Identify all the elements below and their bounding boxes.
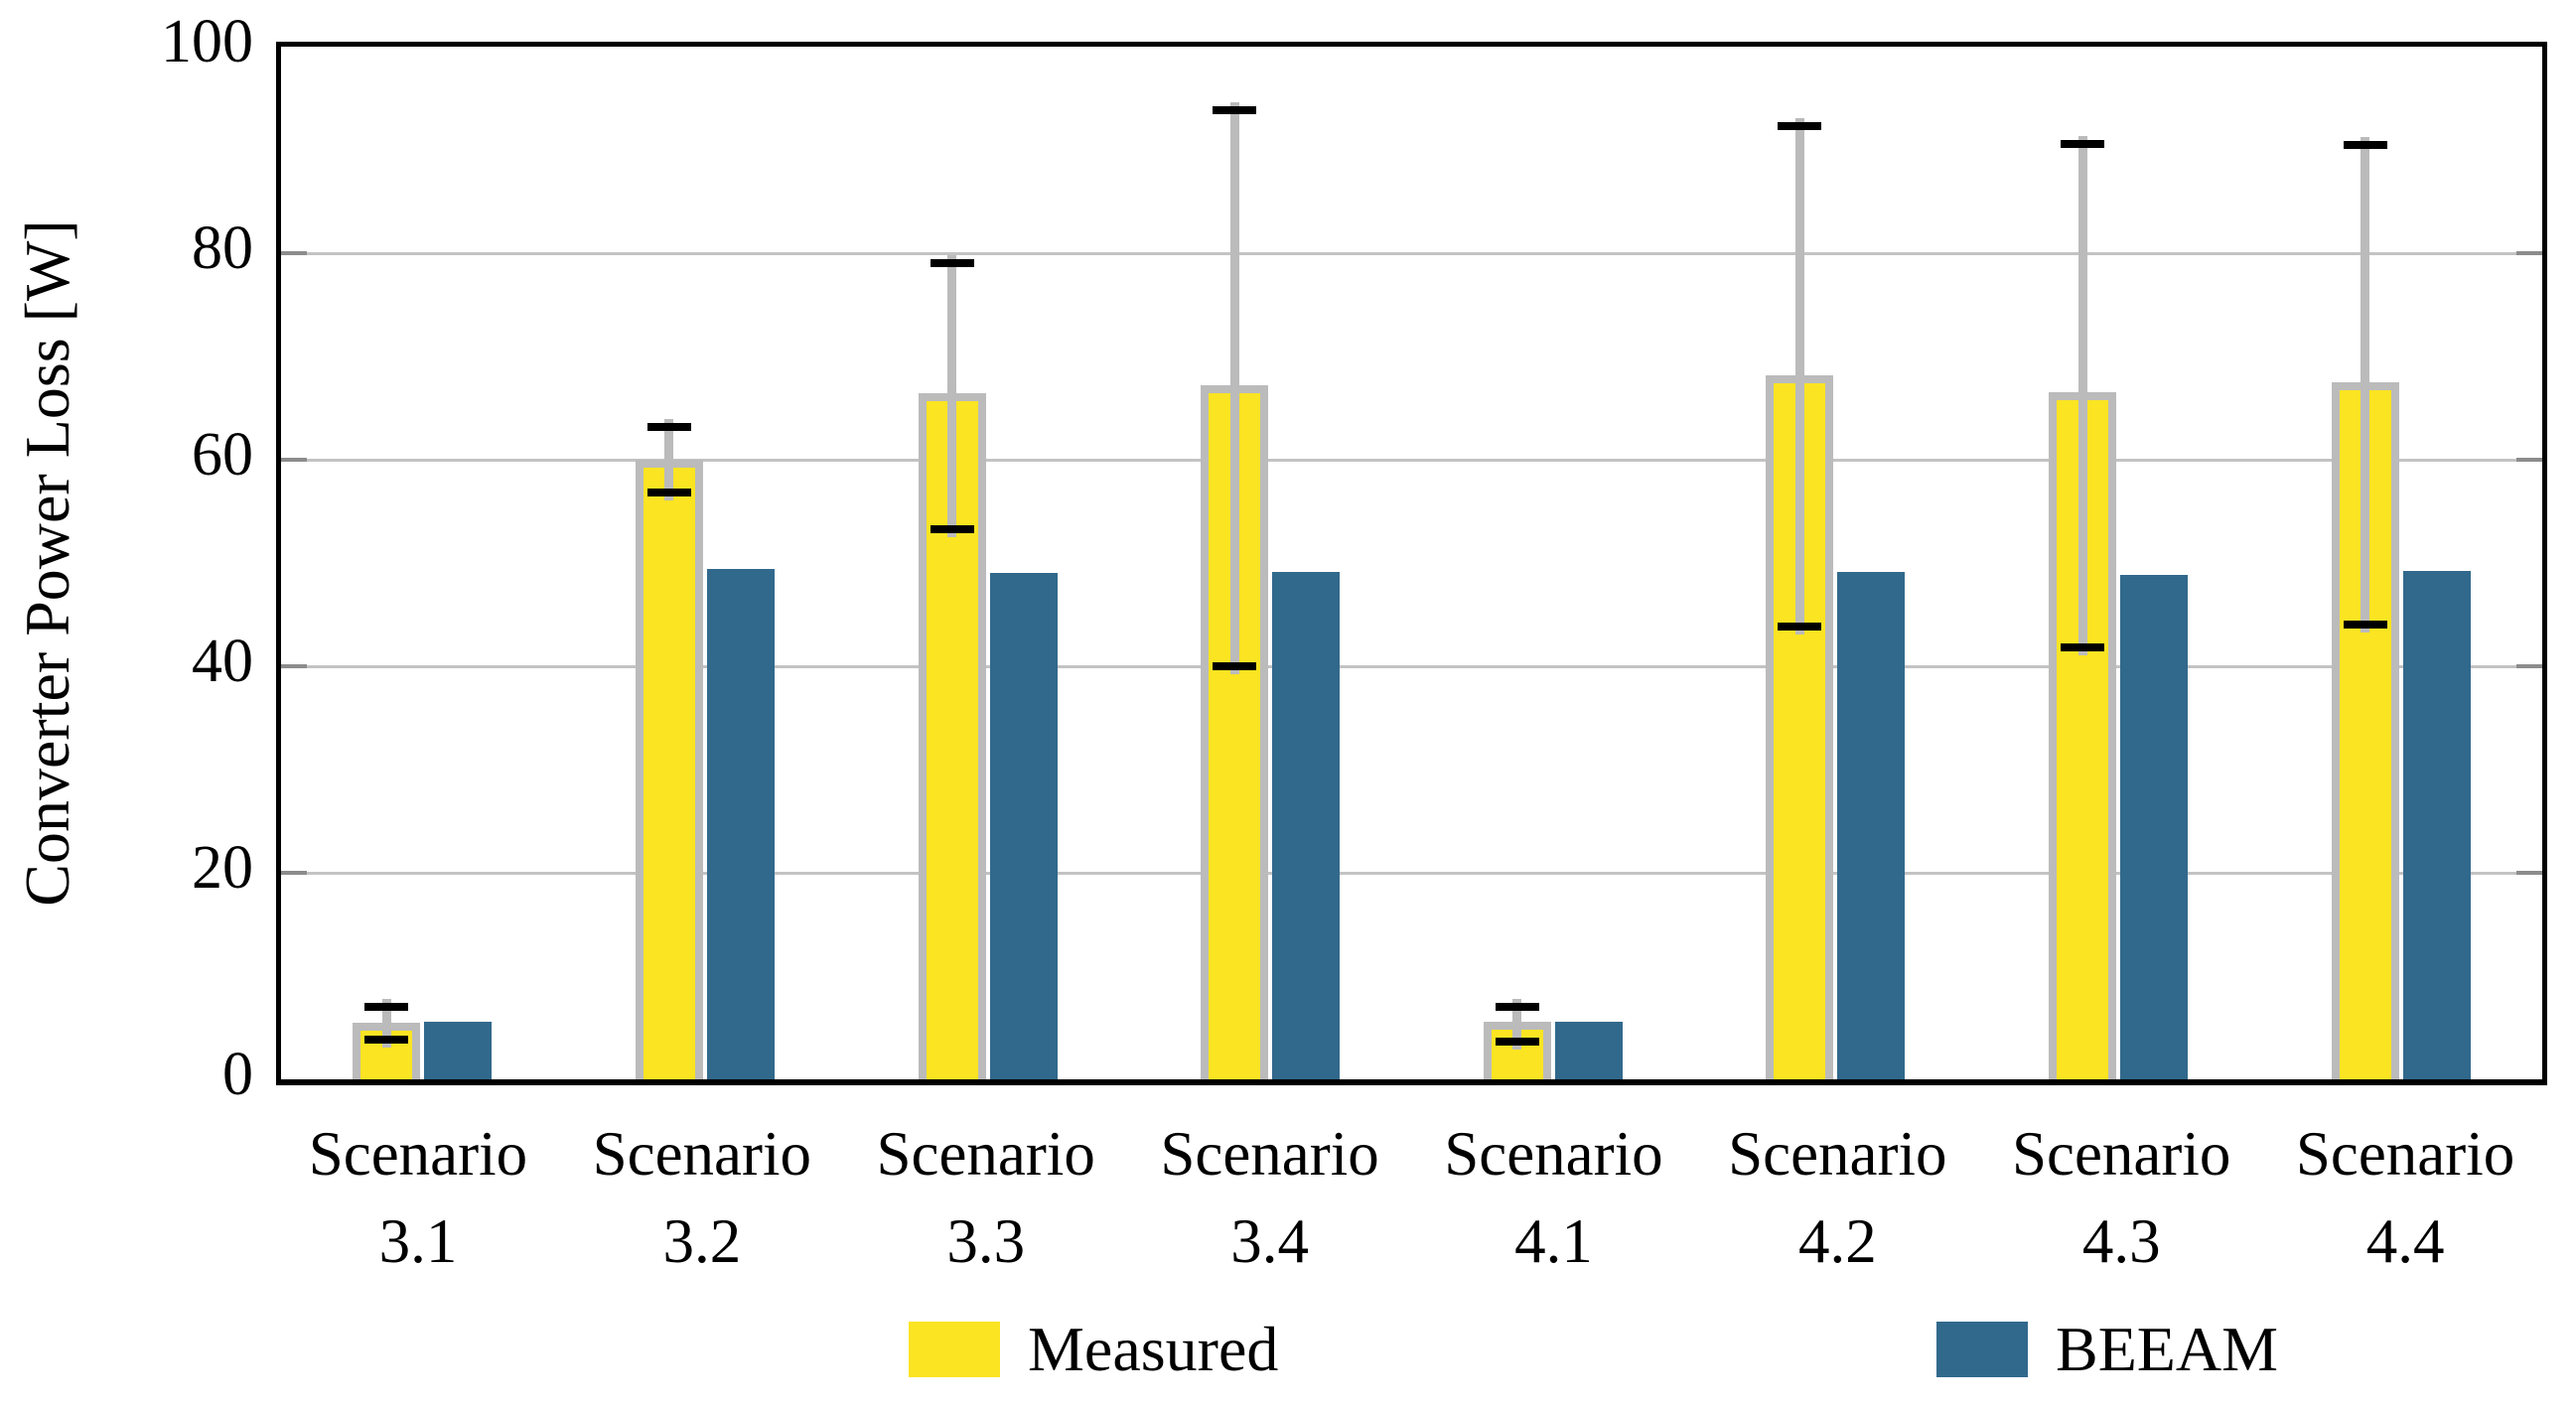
x-axis-category-label-1: Scenario 3.1 [276,1110,560,1285]
x-label-line1: Scenario [308,1119,528,1189]
x-label-line2: 3.3 [946,1206,1026,1276]
x-label-line1: Scenario [2295,1119,2515,1189]
x-label-line2: 4.4 [2365,1206,2445,1276]
y-tick-mark-right-80 [2516,251,2542,255]
x-label-line2: 3.4 [1230,1206,1309,1276]
x-label-line2: 4.1 [1514,1206,1593,1276]
error-bar-whisker-4 [1229,102,1239,674]
bar-measured-7 [2049,392,2117,1079]
legend-beeam-swatch [1936,1322,2028,1377]
bar-beeam-1 [424,1021,493,1079]
error-bar-cap-high-6 [1778,122,1822,131]
legend-item-measured: Measured [909,1314,1278,1384]
legend-beeam-label: BEEAM [2056,1314,2278,1384]
error-bar-whisker-8 [2361,136,2370,634]
y-axis-tick-label-80: 80 [192,214,253,282]
legend-measured-swatch [909,1322,1000,1377]
y-axis-tick-label-40: 40 [192,628,253,695]
y-tick-mark-left-80 [281,251,307,255]
error-bar-cap-low-4 [1213,662,1257,670]
y-axis-tick-label-0: 0 [222,1041,253,1108]
error-bar-cap-low-2 [646,489,691,497]
y-tick-mark-left-40 [281,664,307,668]
x-label-line1: Scenario [1728,1119,1947,1189]
error-bar-cap-high-7 [2061,139,2105,148]
x-label-line2: 4.3 [2081,1206,2161,1276]
error-bar-cap-low-5 [1495,1037,1539,1046]
error-bar-cap-low-8 [2343,621,2387,630]
x-label-line1: Scenario [876,1119,1095,1189]
bar-measured-2 [635,460,703,1079]
error-bar-cap-high-5 [1495,1003,1539,1012]
y-tick-mark-right-20 [2516,871,2542,875]
x-label-line1: Scenario [592,1119,812,1189]
bar-beeam-6 [1837,572,1906,1079]
x-axis-category-label-6: Scenario 4.2 [1695,1110,1979,1285]
error-bar-whisker-3 [947,255,957,537]
x-axis-category-label-7: Scenario 4.3 [1979,1110,2263,1285]
error-bar-cap-low-1 [364,1036,409,1045]
x-axis-category-label-4: Scenario 3.4 [1128,1110,1412,1285]
error-bar-cap-high-1 [364,1003,409,1012]
y-tick-mark-right-60 [2516,458,2542,462]
error-bar-whisker-5 [1512,999,1522,1050]
y-axis-title: Converter Power Loss [W] [12,219,82,907]
x-label-line1: Scenario [1160,1119,1379,1189]
x-axis-category-label-5: Scenario 4.1 [1412,1110,1696,1285]
y-axis-tick-label-100: 100 [161,8,253,75]
y-tick-mark-right-40 [2516,664,2542,668]
bar-beeam-3 [989,573,1058,1079]
error-bar-cap-high-4 [1213,106,1257,115]
legend-measured-label: Measured [1028,1314,1279,1384]
y-axis-tick-label-20: 20 [192,834,253,902]
bar-beeam-5 [1554,1021,1623,1079]
x-axis-category-label-3: Scenario 3.3 [844,1110,1128,1285]
error-bar-cap-low-7 [2061,643,2105,652]
error-bar-whisker-2 [664,418,674,501]
legend-item-beeam: BEEAM [1936,1314,2278,1384]
gridline-20 [281,871,2542,875]
error-bar-whisker-7 [2077,135,2087,656]
x-axis-category-label-8: Scenario 4.4 [2263,1110,2547,1285]
x-label-line1: Scenario [2011,1119,2231,1189]
error-bar-cap-low-3 [930,524,974,533]
bar-beeam-8 [2402,571,2471,1079]
x-label-line2: 4.2 [1797,1206,1877,1276]
gridline-80 [281,251,2542,255]
gridline-40 [281,664,2542,668]
bar-beeam-2 [706,569,775,1079]
error-bar-whisker-1 [381,999,391,1049]
gridline-60 [281,458,2542,462]
bar-beeam-7 [2120,575,2189,1079]
error-bar-cap-low-6 [1778,623,1822,632]
x-axis-labels: Scenario 3.1 Scenario 3.2 Scenario 3.3 Scenari… [276,1110,2547,1285]
x-axis-category-label-2: Scenario 3.2 [560,1110,844,1285]
error-bar-whisker-6 [1794,118,1804,635]
bar-beeam-4 [1272,572,1341,1079]
y-tick-mark-left-20 [281,871,307,875]
x-label-line1: Scenario [1444,1119,1663,1189]
x-label-line2: 3.1 [378,1206,458,1276]
y-tick-mark-left-60 [281,458,307,462]
error-bar-cap-high-3 [930,259,974,268]
y-axis-tick-label-60: 60 [192,421,253,489]
error-bar-cap-high-8 [2343,140,2387,149]
error-bar-cap-high-2 [646,422,691,431]
x-label-line2: 3.2 [662,1206,742,1276]
plot-area [276,42,2547,1085]
